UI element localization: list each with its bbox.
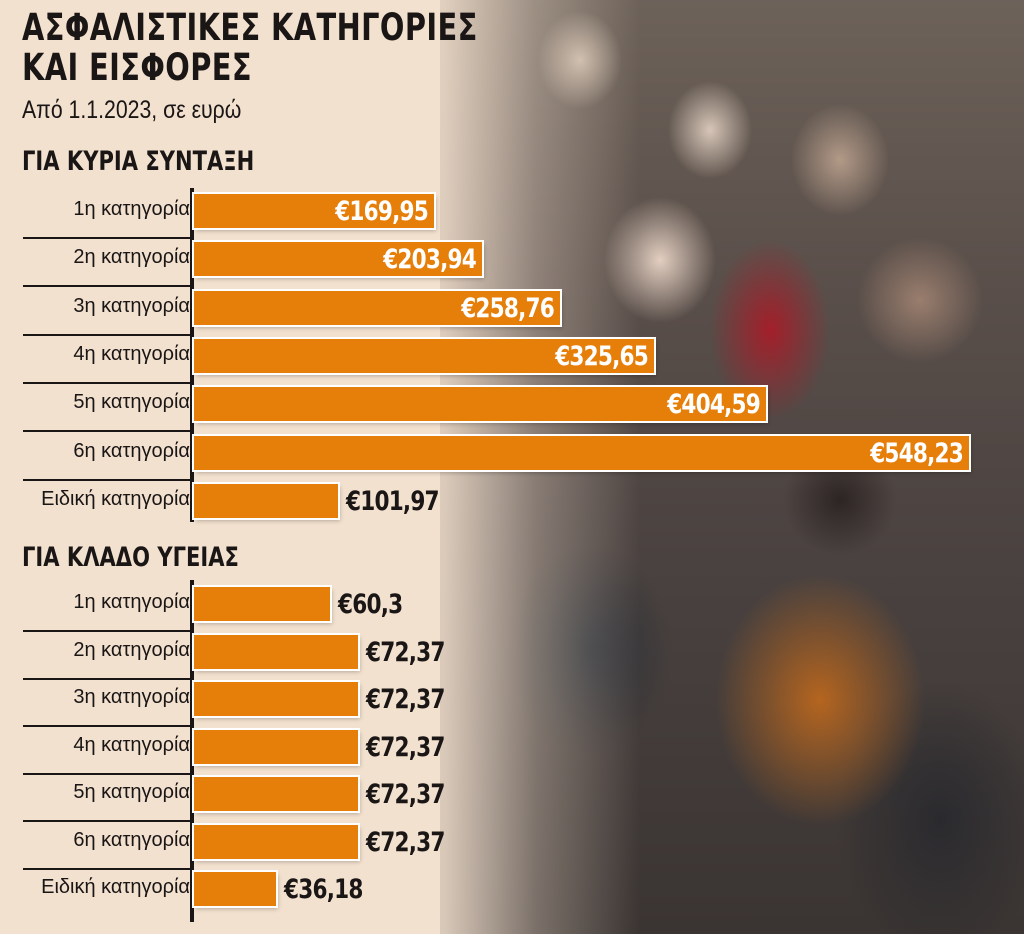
bar xyxy=(194,634,358,669)
section-title-health: ΓΙΑ ΚΛΑΔΟ ΥΓΕΙΑΣ xyxy=(22,542,239,573)
bar: €258,76 xyxy=(194,290,560,325)
value-label: €72,37 xyxy=(366,731,445,763)
category-label: 6η κατηγορία xyxy=(73,439,190,462)
value-label: €258,76 xyxy=(461,292,555,324)
category-label: 4η κατηγορία xyxy=(73,342,190,365)
value-label: €72,37 xyxy=(366,636,445,668)
row-divider xyxy=(23,285,190,288)
value-label: €60,3 xyxy=(338,589,403,620)
row-divider xyxy=(23,677,190,680)
value-label: €72,37 xyxy=(366,779,445,810)
value-label: €404,59 xyxy=(667,389,761,421)
bar xyxy=(194,587,330,621)
value-label: €72,37 xyxy=(366,826,445,858)
row-divider xyxy=(23,867,190,870)
bar-row: 5η κατηγορία €404,59 xyxy=(0,383,766,433)
bar xyxy=(194,682,358,716)
category-label: Ειδική κατηγορία xyxy=(41,876,190,898)
bar: €325,65 xyxy=(194,338,654,373)
category-label: 3η κατηγορία xyxy=(73,686,190,708)
bar-row: 2η κατηγορία €203,94 xyxy=(0,238,482,288)
bar-row: 2η κατηγορία €72,37 xyxy=(0,631,445,680)
bar-row: 4η κατηγορία €325,65 xyxy=(0,335,654,384)
bar xyxy=(194,483,338,518)
row-divider xyxy=(23,725,190,727)
bar-row: 4η κατηγορία €72,37 xyxy=(0,726,445,775)
bar xyxy=(194,872,276,906)
value-label: €203,94 xyxy=(383,244,477,276)
bar-row: Ειδική κατηγορία €101,97 xyxy=(0,480,440,528)
bar xyxy=(194,777,358,811)
category-label: 5η κατηγορία xyxy=(73,391,190,414)
bar xyxy=(194,824,358,859)
bar-row: Ειδική κατηγορία €36,18 xyxy=(0,868,363,916)
category-label: 1η κατηγορία xyxy=(73,591,190,613)
category-label: 3η κατηγορία xyxy=(73,294,190,317)
category-label: 2η κατηγορία xyxy=(73,246,190,269)
value-label: €325,65 xyxy=(555,340,649,372)
value-label: €169,95 xyxy=(335,196,429,227)
category-label: 6η κατηγορία xyxy=(73,828,190,851)
bar-row: 6η κατηγορία €548,23 xyxy=(0,432,969,481)
bar: €203,94 xyxy=(194,242,482,277)
row-divider xyxy=(23,333,190,336)
bar-row: 6η κατηγορία €72,37 xyxy=(0,821,445,870)
chart-title: ΑΣΦΑΛΙΣΤΙΚΕΣ ΚΑΤΗΓΟΡΙΕΣ ΚΑΙ ΕΙΣΦΟΡΕΣ xyxy=(22,8,478,88)
bar-row: 3η κατηγορία €258,76 xyxy=(0,287,560,336)
bar: €548,23 xyxy=(194,435,969,470)
value-label: €36,18 xyxy=(284,874,363,905)
row-divider xyxy=(23,772,190,775)
bar-row: 1η κατηγορία €60,3 xyxy=(0,583,403,632)
bar-row: 5η κατηγορία €72,37 xyxy=(0,773,445,822)
category-label: 2η κατηγορία xyxy=(73,638,190,661)
bar: €169,95 xyxy=(194,194,434,228)
axis-line-health xyxy=(190,580,194,922)
value-label: €548,23 xyxy=(870,437,964,469)
chart-subtitle: Από 1.1.2023, σε ευρώ xyxy=(22,96,242,124)
category-label: 1η κατηγορία xyxy=(73,198,190,220)
title-line-1: ΑΣΦΑΛΙΣΤΙΚΕΣ ΚΑΤΗΓΟΡΙΕΣ xyxy=(22,6,478,49)
row-divider xyxy=(23,630,190,632)
row-divider xyxy=(23,430,190,433)
value-label: €72,37 xyxy=(366,684,445,715)
category-label: 4η κατηγορία xyxy=(73,733,190,756)
section-title-pension: ΓΙΑ ΚΥΡΙΑ ΣΥΝΤΑΞΗ xyxy=(22,146,255,177)
bar: €404,59 xyxy=(194,387,766,422)
bar-row: 1η κατηγορία €169,95 xyxy=(0,190,434,239)
row-divider xyxy=(23,820,190,822)
bar-row: 3η κατηγορία €72,37 xyxy=(0,678,445,727)
title-line-2: ΚΑΙ ΕΙΣΦΟΡΕΣ xyxy=(22,46,252,89)
category-label: Ειδική κατηγορία xyxy=(41,487,190,510)
row-divider xyxy=(23,237,190,239)
row-divider xyxy=(23,381,190,384)
value-label: €101,97 xyxy=(346,485,440,517)
category-label: 5η κατηγορία xyxy=(73,781,190,803)
bar xyxy=(194,729,358,764)
row-divider xyxy=(23,478,190,481)
axis-line-pension xyxy=(190,188,194,522)
